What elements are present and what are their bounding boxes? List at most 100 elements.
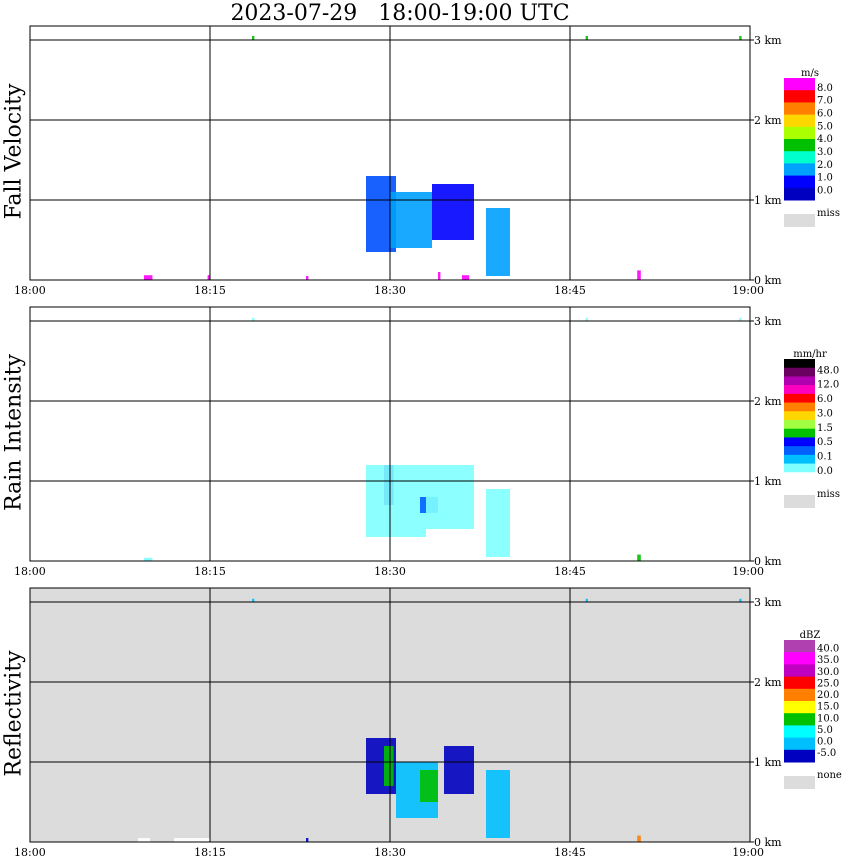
colorbar-swatch [784, 385, 815, 395]
echo-cell [420, 770, 438, 802]
xtick-label: 18:30 [374, 846, 406, 859]
colorbar-swatch [784, 151, 815, 164]
colorbar-swatch [784, 713, 815, 726]
ytick-label: 0 km [754, 836, 782, 849]
colorbar-unit: mm/hr [793, 349, 827, 360]
colorbar-label: 7.0 [817, 96, 833, 107]
colorbar-swatch [784, 652, 815, 665]
colorbar-unit: dBZ [800, 630, 821, 641]
echo-cell [739, 36, 742, 40]
echo-cell [462, 275, 470, 280]
colorbar-swatch [784, 90, 815, 103]
ytick-label: 3 km [754, 596, 782, 609]
colorbar-miss-label: miss [817, 208, 840, 219]
xtick-label: 18:45 [554, 846, 586, 859]
panel-label: Fall Velocity [1, 83, 27, 220]
echo-cell [306, 838, 309, 842]
echo-cell [486, 489, 510, 557]
echo-cell [306, 276, 309, 280]
echo-cell [486, 770, 510, 838]
colorbar-miss-swatch [784, 495, 815, 508]
colorbar-swatch [784, 725, 815, 739]
echo-cell [585, 317, 588, 321]
colorbar-label: 20.0 [817, 690, 839, 701]
colorbar-label: 35.0 [817, 655, 839, 666]
colorbar-miss-swatch [784, 214, 815, 227]
colorbar-swatch [784, 402, 815, 412]
ytick-label: 2 km [754, 676, 782, 689]
colorbar-swatch [784, 472, 815, 482]
ytick-label: 3 km [754, 315, 782, 328]
echo-cell [739, 317, 742, 321]
colorbar-swatch [784, 163, 815, 177]
colorbar-swatch [784, 411, 815, 421]
chart-title: 2023-07-29 18:00-19:00 UTC [230, 1, 570, 26]
xtick-label: 18:00 [14, 284, 46, 297]
ytick-label: 1 km [754, 475, 782, 488]
echo-cell [390, 192, 432, 248]
colorbar-swatch [784, 437, 815, 447]
colorbar-swatch [784, 78, 815, 91]
echo-cell [252, 317, 255, 321]
colorbar-label: 40.0 [817, 644, 839, 655]
colorbar-swatch [784, 359, 815, 369]
xtick-label: 19:00 [732, 284, 764, 297]
colorbar-swatch [784, 175, 815, 189]
echo-cell [384, 746, 394, 786]
colorbar-label: 6.0 [817, 394, 833, 405]
echo-cell [144, 557, 153, 561]
colorbar-swatch [784, 737, 815, 751]
colorbar-swatch [784, 688, 815, 702]
echo-cell [585, 598, 588, 602]
colorbar-label: 5.0 [817, 121, 833, 132]
echo-cell [444, 746, 474, 794]
colorbar-swatch [784, 640, 815, 653]
colorbar-label: 4.0 [817, 134, 833, 145]
ytick-label: 2 km [754, 395, 782, 408]
echo-cell [174, 838, 210, 842]
panel-label: Reflectivity [1, 650, 27, 777]
colorbar-swatch [784, 367, 815, 377]
echo-cell [637, 835, 641, 842]
colorbar-label: 30.0 [817, 667, 839, 678]
xtick-label: 18:15 [194, 565, 226, 578]
colorbar-label: 48.0 [817, 365, 839, 376]
colorbar-swatch [784, 664, 815, 678]
echo-cell [366, 465, 426, 537]
xtick-label: 18:45 [554, 284, 586, 297]
ytick-label: 0 km [754, 555, 782, 568]
xtick-label: 19:00 [732, 565, 764, 578]
colorbar-swatch [784, 676, 815, 690]
echo-cell [144, 275, 153, 280]
echo-cell [637, 270, 641, 280]
colorbar-swatch [784, 102, 815, 116]
colorbar-label: 1.0 [817, 173, 833, 184]
colorbar-swatch [784, 376, 815, 386]
colorbar-swatch [784, 139, 815, 152]
colorbar-label: 6.0 [817, 109, 833, 120]
echo-cell [438, 272, 441, 280]
panel-2: 0 km 1 km 2 km 3 km 18:00 18:15 18:30 18:45 19:0… [14, 587, 842, 859]
echo-cell [432, 184, 474, 240]
colorbar-label: 5.0 [817, 725, 833, 736]
echo-cell [426, 465, 474, 529]
echo-cell [585, 36, 588, 40]
xtick-label: 18:00 [14, 846, 46, 859]
colorbar-label: 0.0 [817, 466, 833, 477]
colorbar-swatch [784, 749, 815, 763]
panel-1: 0 km 1 km 2 km 3 km 18:00 18:15 18:30 18:45 19:0… [14, 306, 840, 578]
colorbar-label: 0.0 [817, 737, 833, 748]
colorbar-swatch [784, 187, 815, 201]
echo-cell [207, 275, 210, 280]
plot-frame [29, 25, 751, 281]
ytick-label: 1 km [754, 756, 782, 769]
colorbar-swatch [784, 126, 815, 140]
xtick-label: 18:30 [374, 565, 406, 578]
echo-cell [252, 36, 255, 40]
xtick-label: 18:00 [14, 565, 46, 578]
echo-cell [486, 208, 510, 276]
panel-label: Rain Intensity [1, 354, 27, 511]
colorbar-label: 0.5 [817, 437, 833, 448]
colorbar-label: 15.0 [817, 702, 839, 713]
colorbar-miss-label: none [817, 770, 842, 781]
